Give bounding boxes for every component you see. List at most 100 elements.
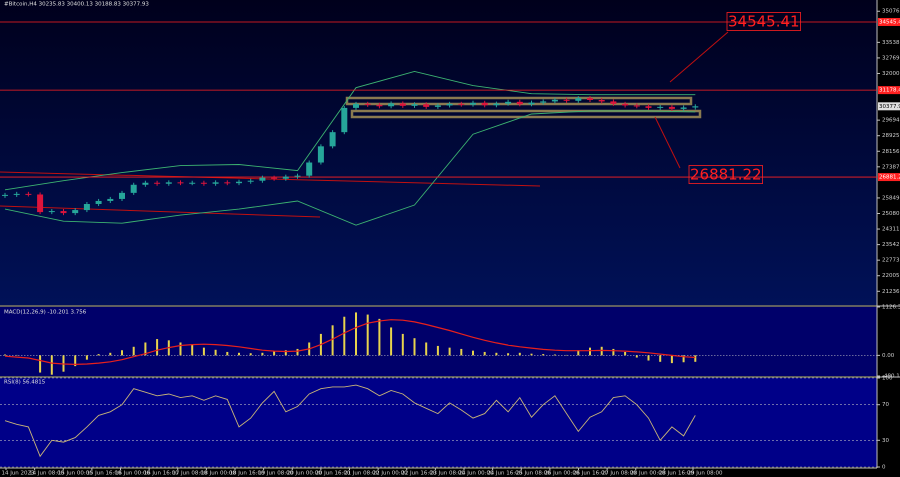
level-tag [878, 17, 900, 26]
candle-body [505, 101, 512, 104]
y-tick-label: 33538.50 [882, 40, 900, 46]
last-price-label: 30377.93 [879, 104, 900, 110]
candle-body [470, 102, 476, 105]
candle-body [423, 104, 430, 107]
candle-body [598, 99, 605, 102]
x-tick-label: 19 Jun 08:00 [258, 471, 293, 477]
x-tick-label: 28 Jun 16:00 [659, 471, 694, 477]
x-tick-label: 22 Jun 16:00 [401, 471, 436, 477]
x-tick-label: 17 Jun 08:00 [172, 471, 207, 477]
candle-body [341, 107, 348, 133]
candle-body [540, 101, 547, 103]
arrow-line [669, 31, 729, 83]
candle-body [388, 103, 395, 107]
macd-bar [331, 325, 334, 356]
macd-bar [612, 348, 615, 356]
macd-bar [390, 327, 393, 356]
macd-bar [156, 339, 159, 356]
chart-header: #Bitcoin,H4 30235.83 30400.13 30188.83 3… [4, 2, 149, 8]
candle-body [458, 103, 465, 105]
last-price-tag [878, 102, 900, 111]
macd-bar [542, 354, 545, 356]
macd-bar [4, 354, 6, 356]
macd-bar [483, 351, 486, 356]
macd-bar [460, 348, 463, 356]
macd-bar [273, 351, 276, 356]
candle-body [587, 98, 593, 100]
macd-bar [577, 350, 580, 356]
candle-body [434, 105, 441, 107]
macd-bar [507, 353, 510, 356]
band-line [4, 71, 696, 191]
candle-body [563, 99, 570, 101]
candle-body [668, 106, 675, 109]
x-tick-label: 15 Jun 00:00 [58, 471, 93, 477]
candle-body [528, 102, 535, 105]
macd-bar [659, 355, 662, 362]
x-tick-label: 20 Jun 00:00 [287, 471, 322, 477]
macd-bar [553, 354, 556, 356]
y-tick-label: 0 [882, 465, 886, 471]
macd-bar [50, 355, 53, 375]
price-annotation: 34545.41 [728, 12, 800, 30]
trend-line [0, 205, 321, 218]
macd-bar [191, 344, 194, 356]
candle-body [364, 103, 371, 105]
macd-bar [589, 347, 591, 356]
rsi-line [4, 384, 696, 458]
y-tick-label: 32000.70 [882, 71, 900, 77]
macd-bar [401, 333, 404, 356]
macd-bar [448, 347, 451, 356]
y-tick-label: -480.132 [882, 374, 900, 380]
x-tick-label: 26 Jun 00:00 [544, 471, 579, 477]
price-annotation: 26881.22 [690, 166, 762, 184]
candle-body [247, 180, 254, 182]
x-tick-label: 15 Jun 16:00 [86, 471, 121, 477]
candle-body [680, 107, 687, 109]
macd-bar [495, 352, 498, 356]
candle-body [622, 103, 629, 106]
y-tick-label: 30 [882, 438, 889, 444]
candle-body [95, 200, 102, 204]
y-tick-label: 21236.10 [882, 289, 900, 295]
macd-bar [343, 316, 346, 356]
level-tag [878, 173, 900, 182]
candle-body [212, 182, 219, 184]
candle-body [692, 106, 699, 108]
candle-body [353, 103, 359, 108]
candle-body [189, 182, 196, 184]
x-tick-label: 24 Jun 00:00 [459, 471, 494, 477]
x-tick-label: 23 Jun 08:00 [430, 471, 465, 477]
main-panel [0, 0, 877, 305]
candle-body [130, 184, 137, 193]
candle-body [575, 98, 582, 101]
macd-bar [261, 352, 264, 356]
macd-bar [97, 354, 100, 356]
candle-body [142, 182, 149, 185]
macd-bar [85, 355, 88, 360]
y-tick-label: 25080.60 [882, 211, 900, 217]
y-tick-label: 24311.70 [882, 227, 900, 233]
candle-body [165, 182, 172, 184]
macd-bar [600, 346, 603, 356]
macd-bar [249, 353, 252, 356]
x-tick-label: 26 Jun 16:00 [573, 471, 608, 477]
x-tick-label: 18 Jun 16:00 [230, 471, 265, 477]
level-tag [878, 86, 900, 95]
candle-body [516, 101, 523, 105]
candle-body [25, 193, 32, 195]
macd-bar [682, 355, 685, 363]
candle-body [119, 192, 125, 199]
macd-bar [144, 342, 147, 356]
candle-body [633, 105, 640, 107]
candle-body [2, 194, 8, 196]
candle-body [493, 103, 500, 106]
y-tick-label: 25849.50 [882, 195, 900, 201]
macd-bar [109, 352, 112, 356]
macd-bar [121, 350, 123, 356]
x-tick-label: 16 Jun 16:00 [144, 471, 179, 477]
macd-bar [39, 355, 42, 373]
candle-body [306, 162, 313, 176]
y-tick-label: 27387.30 [882, 164, 900, 170]
